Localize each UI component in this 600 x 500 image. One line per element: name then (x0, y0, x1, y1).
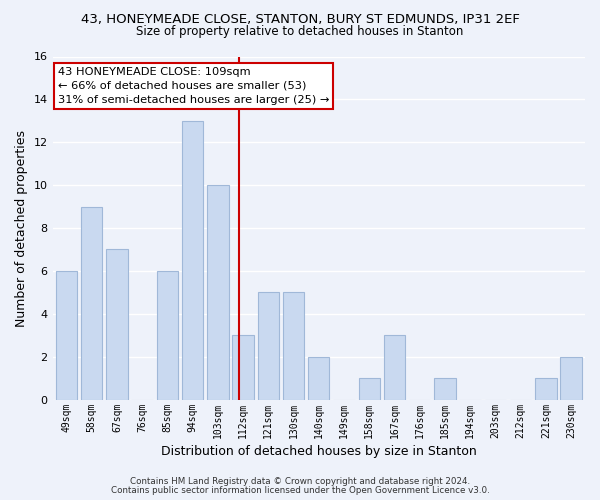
Bar (81, 206, 103, 400)
Bar (182, 121, 203, 400)
Bar (283, 292, 304, 400)
Bar (157, 271, 178, 400)
Bar (359, 378, 380, 400)
Text: 43 HONEYMEADE CLOSE: 109sqm
← 66% of detached houses are smaller (53)
31% of sem: 43 HONEYMEADE CLOSE: 109sqm ← 66% of det… (58, 67, 329, 105)
Text: Size of property relative to detached houses in Stanton: Size of property relative to detached ho… (136, 25, 464, 38)
Bar (308, 356, 329, 400)
Text: Contains HM Land Registry data © Crown copyright and database right 2024.: Contains HM Land Registry data © Crown c… (130, 477, 470, 486)
Bar (56, 271, 77, 400)
Bar (434, 378, 455, 400)
Bar (535, 378, 557, 400)
Bar (232, 335, 254, 400)
Bar (560, 356, 582, 400)
Bar (207, 185, 229, 400)
Text: Contains public sector information licensed under the Open Government Licence v3: Contains public sector information licen… (110, 486, 490, 495)
Text: 43, HONEYMEADE CLOSE, STANTON, BURY ST EDMUNDS, IP31 2EF: 43, HONEYMEADE CLOSE, STANTON, BURY ST E… (80, 12, 520, 26)
Bar (384, 335, 405, 400)
Bar (106, 250, 128, 400)
Bar (257, 292, 279, 400)
X-axis label: Distribution of detached houses by size in Stanton: Distribution of detached houses by size … (161, 444, 476, 458)
Y-axis label: Number of detached properties: Number of detached properties (15, 130, 28, 326)
